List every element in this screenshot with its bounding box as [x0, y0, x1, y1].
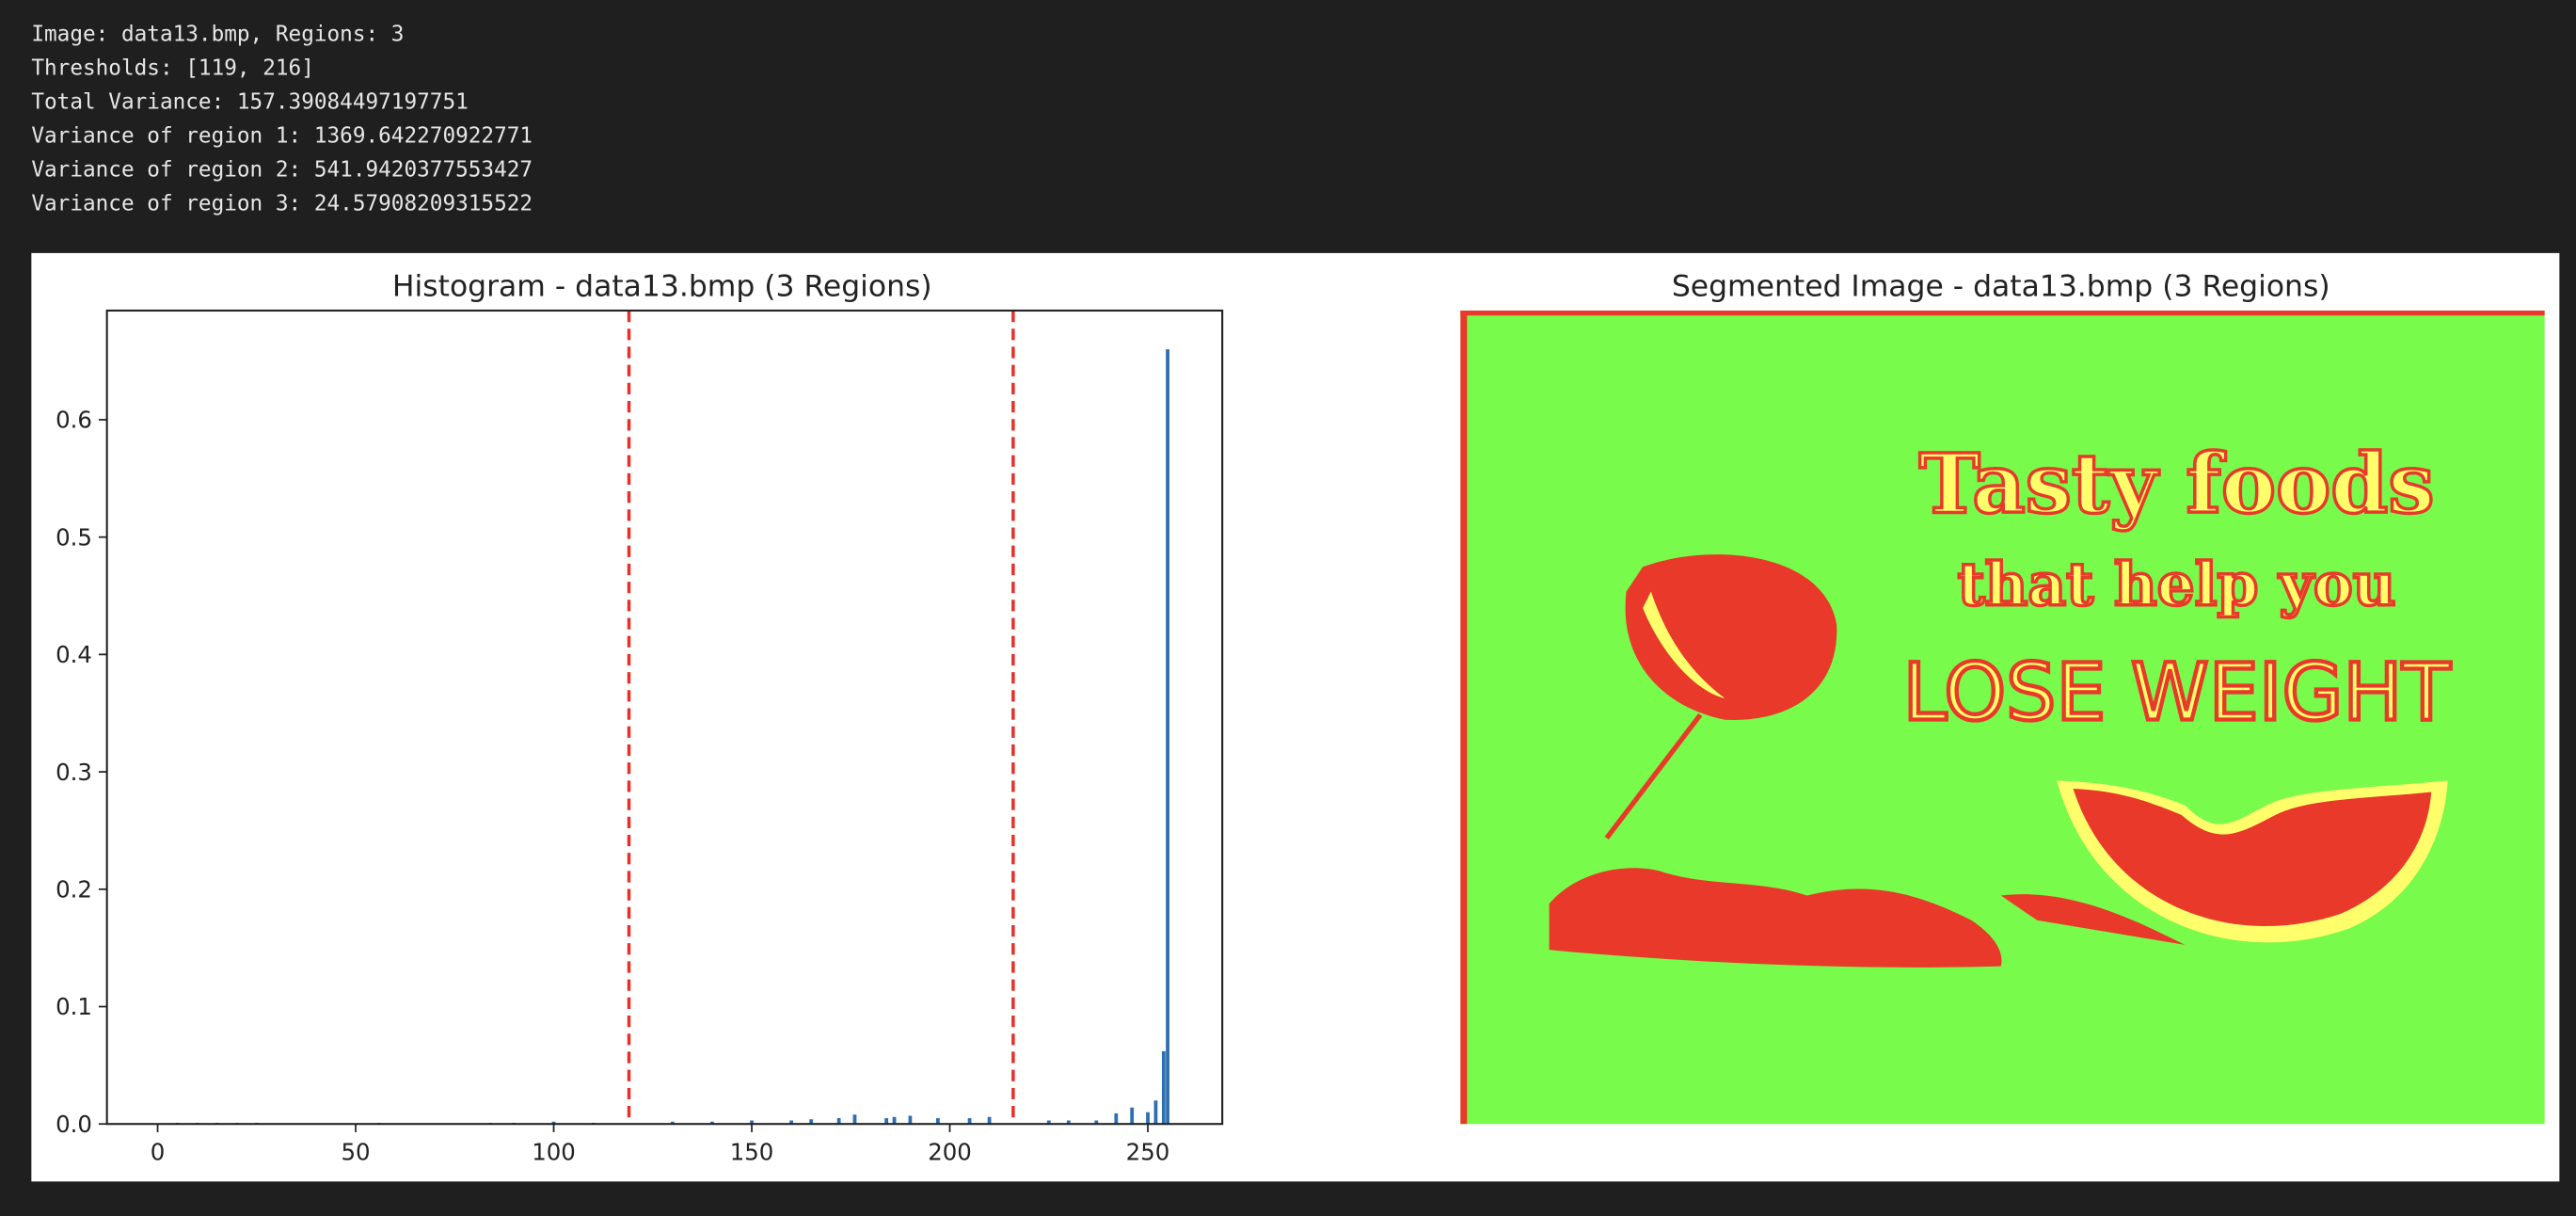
y-tick-label: 0.1 — [56, 993, 92, 1020]
chart-title: Histogram - data13.bmp (3 Regions) — [392, 269, 932, 303]
histogram-bar — [1146, 1112, 1150, 1125]
histogram-bar — [892, 1116, 897, 1125]
histogram-bar — [750, 1120, 754, 1125]
histogram-bar — [1153, 1100, 1158, 1125]
image-text: Tasty foods — [1919, 436, 2435, 533]
y-tick-label: 0.4 — [56, 641, 92, 668]
x-tick-label: 200 — [928, 1139, 972, 1166]
console-line: Total Variance: 157.39084497197751 — [31, 90, 468, 115]
leaf-highlight — [1643, 591, 1725, 699]
histogram-bar — [852, 1114, 857, 1125]
histogram-bar — [1166, 349, 1169, 1125]
y-tick-label: 0.3 — [56, 759, 92, 786]
console-line: Image: data13.bmp, Regions: 3 — [31, 23, 404, 47]
image-edge — [1460, 310, 2545, 316]
image-background — [1460, 310, 2545, 1125]
console-line: Variance of region 3: 24.57908209315522 — [31, 191, 533, 216]
histogram-bar — [1161, 1050, 1166, 1125]
histogram-bar — [670, 1121, 675, 1125]
histogram-bar — [710, 1121, 714, 1125]
segmented-image: Segmented Image - data13.bmp (3 Regions)… — [1460, 269, 2545, 1125]
console-line: Variance of region 2: 541.9420377553427 — [31, 158, 533, 183]
histogram-bar — [1046, 1120, 1051, 1125]
blob-shape — [2000, 894, 2186, 945]
y-tick-label: 0.0 — [56, 1111, 92, 1138]
histogram-bar — [789, 1120, 794, 1125]
y-tick-label: 0.6 — [56, 407, 92, 434]
histogram-bar — [967, 1117, 972, 1125]
console-output: Image: data13.bmp, Regions: 3 Thresholds:… — [31, 23, 533, 216]
histogram-bar — [935, 1117, 940, 1125]
console-line: Variance of region 1: 1369.642270922771 — [31, 124, 533, 149]
axes-frame — [105, 309, 1224, 1126]
histogram-bar — [809, 1119, 814, 1125]
stem — [1604, 712, 1703, 840]
x-tick-label: 150 — [730, 1139, 774, 1166]
histogram-bar — [551, 1121, 556, 1125]
histogram-bar — [836, 1117, 841, 1125]
y-tick-label: 0.5 — [56, 523, 92, 551]
histogram: Histogram - data13.bmp (3 Regions) 0.0 0.… — [56, 269, 1224, 1166]
blob-shape — [1549, 868, 2002, 968]
histogram-bar — [1114, 1113, 1119, 1125]
histogram-bar — [908, 1115, 913, 1125]
histogram-bar — [1130, 1107, 1135, 1125]
image-title: Segmented Image - data13.bmp (3 Regions) — [1672, 269, 2330, 303]
x-tick-label: 50 — [341, 1139, 370, 1166]
histogram-bar — [1094, 1120, 1099, 1125]
image-text: that help you — [1958, 550, 2396, 619]
leaf-shape — [1625, 554, 1837, 720]
console-line: Thresholds: [119, 216] — [31, 56, 313, 81]
y-tick-label: 0.2 — [56, 876, 92, 904]
histogram-bar — [884, 1117, 889, 1125]
image-edge — [1460, 310, 1468, 1125]
x-tick-label: 100 — [532, 1139, 576, 1166]
x-tick-label: 250 — [1126, 1139, 1170, 1166]
x-tick-label: 0 — [151, 1139, 166, 1166]
histogram-bar — [987, 1116, 992, 1125]
image-text: LOSE WEIGHT — [1903, 647, 2452, 739]
histogram-bar — [1066, 1120, 1071, 1125]
melon-flesh — [2073, 789, 2432, 926]
